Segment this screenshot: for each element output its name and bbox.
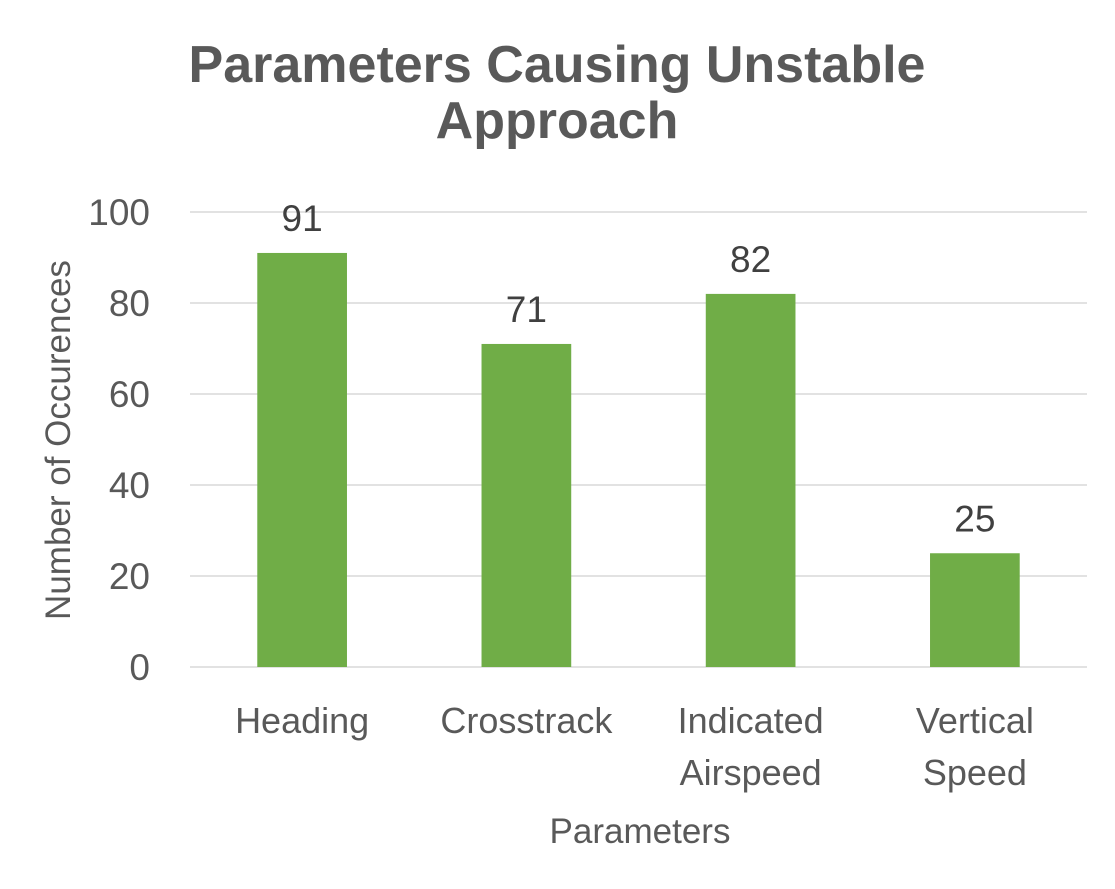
y-axis-title: Number of Occurences (39, 260, 78, 620)
x-category-label: Indicated (678, 700, 824, 741)
data-label: 91 (282, 198, 323, 239)
x-axis-title: Parameters (550, 812, 731, 851)
x-category-label: Crosstrack (440, 700, 613, 741)
data-label: 71 (506, 289, 547, 330)
y-tick-label: 60 (109, 374, 150, 415)
y-tick-label: 80 (109, 283, 150, 324)
x-category-label: Speed (923, 752, 1027, 793)
bars (257, 252, 1020, 667)
data-label: 82 (730, 239, 771, 280)
chart-title-line: Parameters Causing Unstable (189, 36, 926, 94)
y-axis-ticks: 0 20 40 60 80 100 (88, 192, 150, 688)
x-category-label: Heading (235, 700, 369, 741)
y-tick-label: 0 (129, 647, 150, 688)
data-labels: 91 71 82 25 (282, 198, 996, 539)
y-tick-label: 20 (109, 556, 150, 597)
x-category-label: Vertical (916, 700, 1034, 741)
chart-title-line: Approach (436, 92, 679, 150)
x-axis-categories: Heading Crosstrack Indicated Airspeed Vertic… (235, 700, 1034, 793)
x-category-label: Airspeed (680, 752, 822, 793)
bar (481, 343, 572, 667)
bar (705, 293, 796, 667)
bar (257, 252, 347, 667)
data-label: 25 (954, 498, 995, 539)
y-tick-label: 100 (88, 192, 150, 233)
y-tick-label: 40 (109, 465, 150, 506)
bar (930, 553, 1020, 667)
